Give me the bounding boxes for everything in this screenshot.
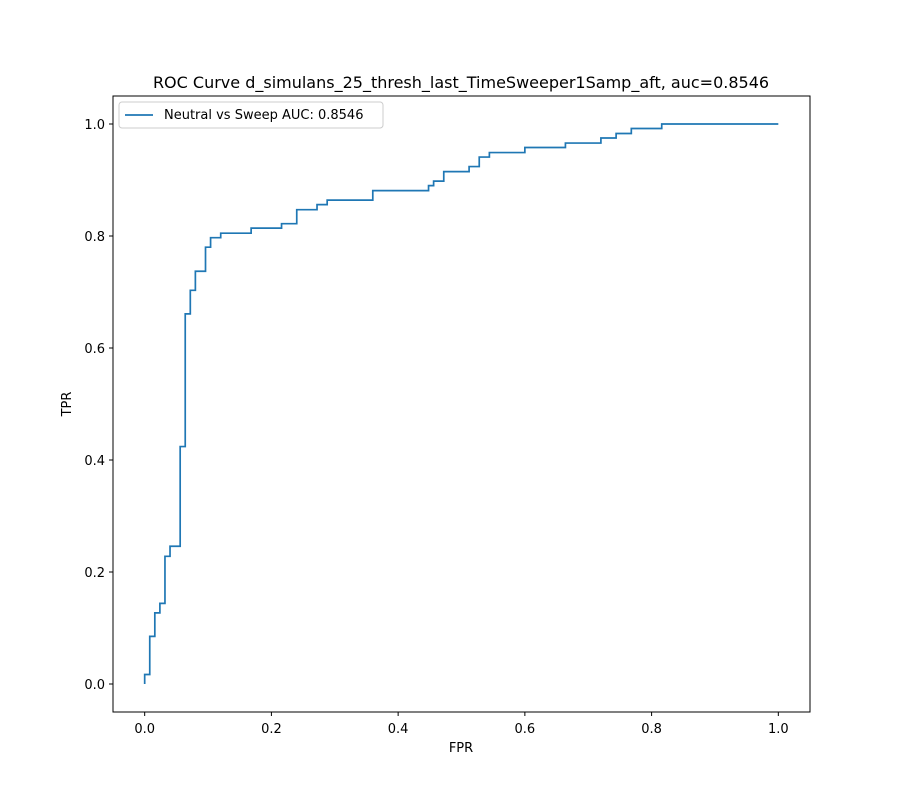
y-tick-label: 0.8 bbox=[84, 230, 105, 245]
y-axis: 0.0 0.2 0.4 0.6 0.8 1.0 bbox=[84, 118, 113, 693]
x-tick-label: 1.0 bbox=[768, 722, 789, 737]
plot-frame bbox=[112, 95, 811, 713]
y-tick-label: 1.0 bbox=[84, 118, 105, 133]
y-tick-label: 0.4 bbox=[84, 454, 105, 469]
y-axis-label: TPR bbox=[60, 392, 75, 418]
series-layer bbox=[143, 123, 779, 684]
x-tick-label: 0.8 bbox=[641, 722, 662, 737]
x-axis: 0.0 0.2 0.4 0.6 0.8 1.0 bbox=[134, 712, 789, 737]
x-tick-label: 0.2 bbox=[261, 722, 282, 737]
chart-title: ROC Curve d_simulans_25_thresh_last_Time… bbox=[153, 73, 769, 93]
y-tick-label: 0.0 bbox=[84, 678, 105, 693]
legend: Neutral vs Sweep AUC: 0.8546 bbox=[118, 101, 384, 129]
x-tick-label: 0.6 bbox=[515, 722, 536, 737]
x-axis-label: FPR bbox=[449, 741, 473, 756]
legend-box bbox=[118, 101, 384, 129]
y-tick-label: 0.2 bbox=[84, 566, 105, 581]
legend-entry: Neutral vs Sweep AUC: 0.8546 bbox=[164, 108, 363, 123]
roc-series-line bbox=[143, 123, 779, 684]
x-tick-label: 0.4 bbox=[388, 722, 409, 737]
x-tick-label: 0.0 bbox=[134, 722, 155, 737]
y-tick-label: 0.6 bbox=[84, 342, 105, 357]
